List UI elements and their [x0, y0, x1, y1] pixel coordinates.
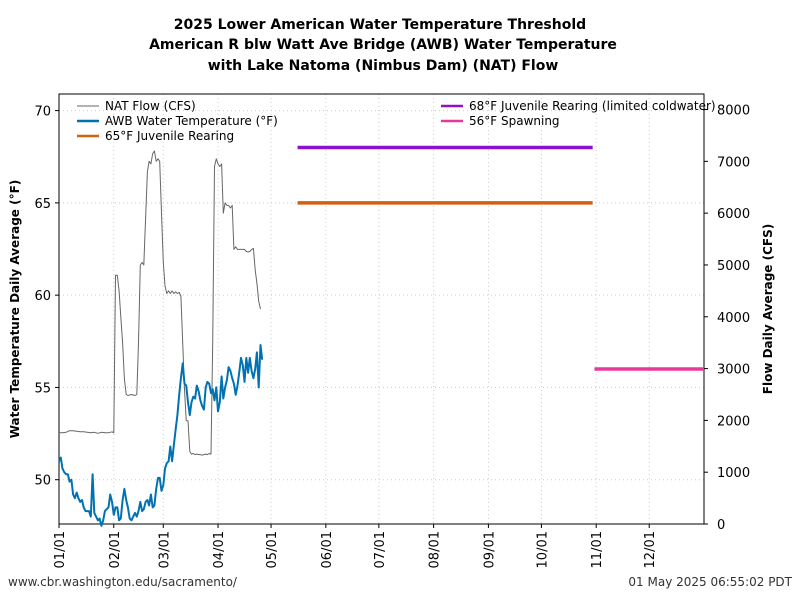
- footer-timestamp: 01 May 2025 06:55:02 PDT: [628, 575, 792, 589]
- left-tick-label: 55: [34, 381, 51, 396]
- left-tick-label: 70: [34, 105, 51, 120]
- x-tick-label: 05/01: [265, 531, 280, 568]
- x-tick-label: 12/01: [643, 531, 658, 568]
- right-tick-label: 5000: [717, 259, 750, 274]
- right-tick-label: 6000: [717, 207, 750, 222]
- right-tick-label: 4000: [717, 311, 750, 326]
- legend-label-68f: 68°F Juvenile Rearing (limited coldwater…: [469, 99, 716, 113]
- x-axis: 01/01 02/01 03/01 04/01 05/01 06/01 07/01 08/01…: [53, 524, 658, 568]
- right-tick-label: 3000: [717, 363, 750, 378]
- legend-label-nat-flow: NAT Flow (CFS): [105, 99, 196, 113]
- x-tick-label: 11/01: [590, 531, 605, 568]
- left-axis: 50 55 60 65 70: [34, 105, 59, 489]
- chart-title-line-1: 2025 Lower American Water Temperature Th…: [174, 17, 586, 33]
- x-tick-label: 01/01: [53, 531, 68, 568]
- left-tick-label: 50: [34, 474, 51, 489]
- x-tick-label: 08/01: [428, 531, 443, 568]
- left-tick-label: 65: [34, 197, 51, 212]
- x-tick-label: 04/01: [212, 531, 227, 568]
- footer-source-url[interactable]: www.cbr.washington.edu/sacramento/: [8, 575, 238, 589]
- right-tick-label: 7000: [717, 155, 750, 170]
- threshold-lines: [297, 145, 704, 371]
- chart-title-line-3: with Lake Natoma (Nimbus Dam) (NAT) Flow: [208, 58, 559, 74]
- right-tick-label: 2000: [717, 414, 750, 429]
- chart-title-line-2: American R blw Watt Ave Bridge (AWB) Wat…: [149, 37, 617, 53]
- right-axis-title: Flow Daily Average (CFS): [761, 224, 775, 394]
- x-tick-label: 10/01: [535, 531, 550, 568]
- right-tick-label: 0: [717, 518, 725, 533]
- data-series: [58, 150, 264, 527]
- left-tick-label: 60: [34, 289, 51, 304]
- series-line-awb-temperature: [58, 344, 264, 527]
- legend-label-awb-temperature: AWB Water Temperature (°F): [105, 114, 278, 128]
- legend-label-65f: 65°F Juvenile Rearing: [105, 129, 234, 143]
- plot-frame: [58, 93, 705, 525]
- x-tick-label: 03/01: [157, 531, 172, 568]
- legend: NAT Flow (CFS) AWB Water Temperature (°F…: [77, 99, 716, 143]
- legend-label-56f: 56°F Spawning: [469, 114, 560, 128]
- right-tick-label: 1000: [717, 466, 750, 481]
- x-tick-label: 07/01: [373, 531, 388, 568]
- right-tick-label: 8000: [717, 104, 750, 119]
- x-tick-label: 06/01: [320, 531, 335, 568]
- right-axis: 0 1000 2000 3000 4000 5000 6000 7000 8000: [704, 104, 750, 533]
- x-tick-label: 02/01: [108, 531, 123, 568]
- left-axis-title: Water Temperature Daily Average (°F): [8, 180, 22, 439]
- series-line-nat-flow: [59, 150, 261, 456]
- x-tick-label: 09/01: [482, 531, 497, 568]
